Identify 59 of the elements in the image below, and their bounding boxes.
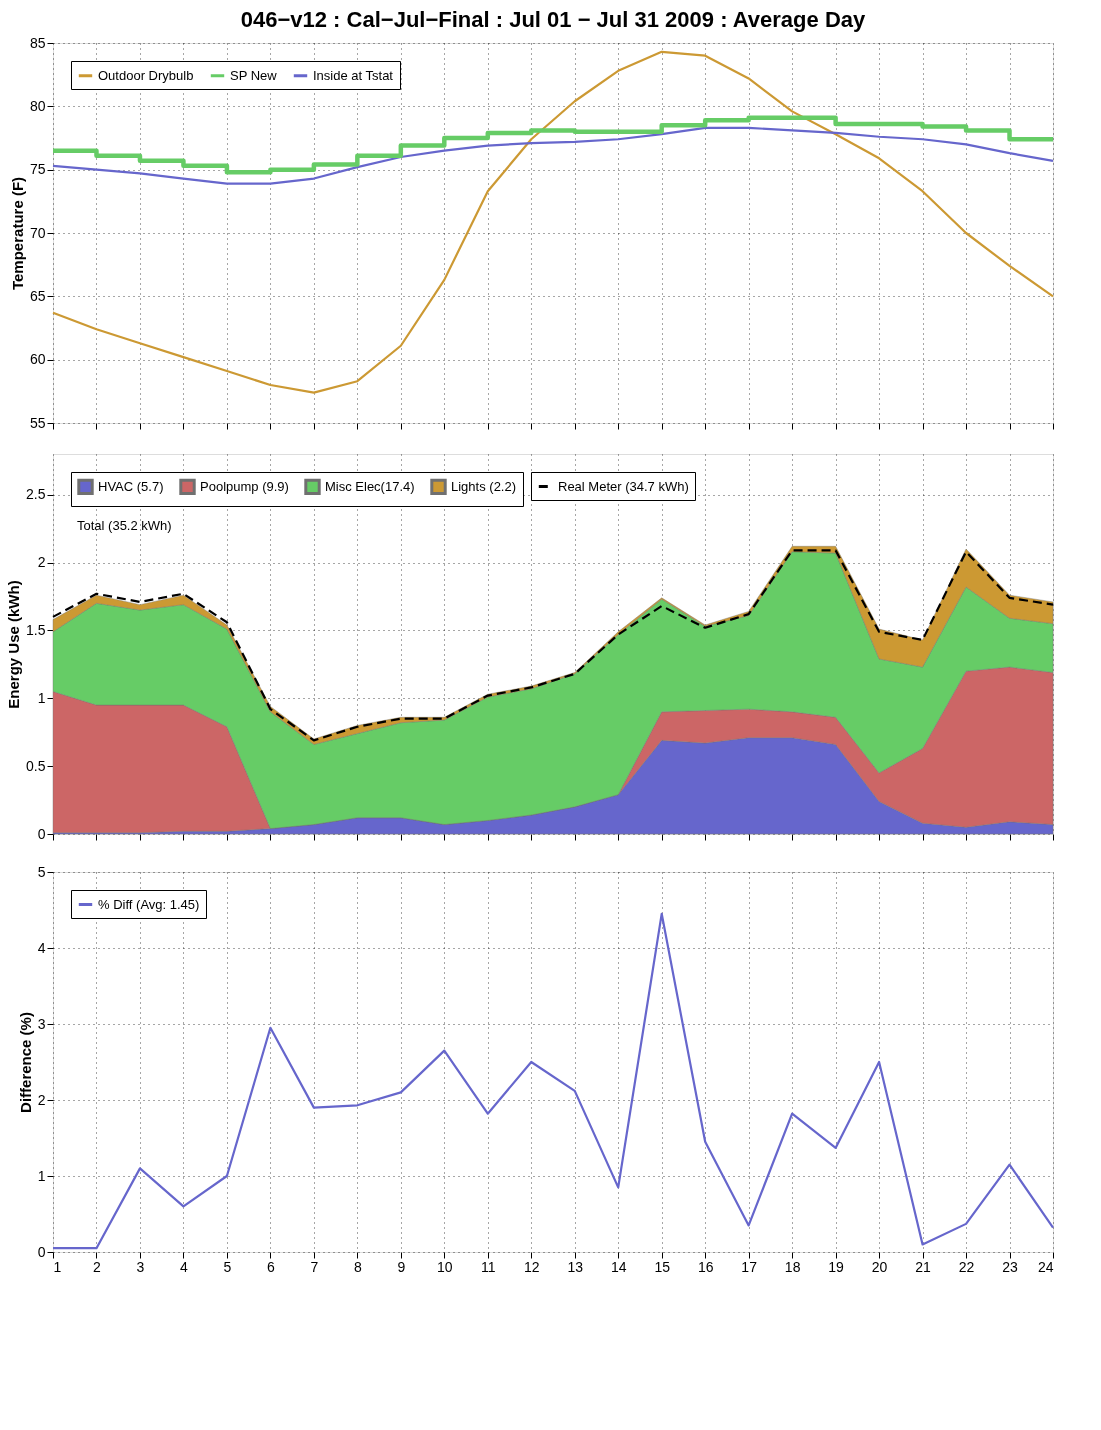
line-series [51,126,1055,185]
x-tick-label: 19 [828,1258,845,1275]
x-tick-label: 6 [266,1258,275,1275]
legend-label: Lights (2.2) [451,478,517,494]
x-tick-label: 4 [180,1258,189,1275]
x-tick-label: 20 [871,1258,888,1275]
x-tick-label: 5 [223,1258,232,1275]
x-tick-label: 15 [654,1258,671,1275]
y-tick-label: 60 [29,351,46,368]
chart-title: 046−v12 : Cal−Jul−Final : Jul 01 − Jul 31 2009 : Average Day [240,7,867,32]
legend-label: Poolpump (9.9) [200,478,289,494]
x-tick-label: 1 [53,1258,62,1275]
x-tick-label: 17 [741,1258,758,1275]
x-tick-label: 24 [1037,1258,1054,1275]
legend-label: Misc Elec(17.4) [325,478,415,494]
x-tick-label: 13 [567,1258,584,1275]
x-tick-label: 21 [915,1258,932,1275]
y-tick-label: 1.5 [26,621,46,638]
legend-label: Outdoor Drybulb [98,67,194,83]
y-tick-label: 4 [37,939,46,956]
y-tick-label: 1 [37,1167,46,1184]
y-tick-label: 2 [37,554,46,571]
x-tick-label: 8 [353,1258,362,1275]
x-tick-label: 7 [310,1258,319,1275]
y-tick-label: 3 [37,1015,46,1032]
line-series [51,50,1055,394]
x-tick-label: 2 [93,1258,102,1275]
y-tick-label: 0 [37,825,46,842]
x-tick-label: 23 [1002,1258,1019,1275]
y-tick-label: 85 [29,34,46,51]
y-axis-title: Temperature (F) [8,176,26,291]
y-tick-label: 75 [29,161,46,178]
x-tick-label: 10 [437,1258,453,1275]
y-tick-label: 65 [29,287,46,304]
y-tick-label: 80 [29,97,46,114]
y-tick-label: 70 [29,224,46,241]
x-tick-label: 3 [136,1258,145,1275]
legend-label: Real Meter (34.7 kWh) [558,478,689,494]
x-tick-label: 22 [958,1258,975,1275]
y-tick-label: 5 [37,863,46,880]
legend-label: % Diff (Avg: 1.45) [98,896,200,912]
x-tick-label: 16 [697,1258,714,1275]
x-tick-label: 14 [610,1258,627,1275]
y-tick-label: 2.5 [26,486,46,503]
y-axis-title: Energy Use (kWh) [5,580,23,709]
y-tick-label: 1 [37,689,46,706]
annotation: Total (35.2 kWh) [77,518,172,533]
y-tick-label: 55 [29,414,46,431]
x-tick-label: 9 [397,1258,406,1275]
x-tick-label: 11 [481,1258,496,1275]
legend-label: Inside at Tstat [313,67,394,83]
y-axis-title: Difference (%) [16,1012,34,1113]
x-tick-label: 12 [523,1258,540,1275]
legend-label: HVAC (5.7) [98,478,164,494]
y-tick-label: 0.5 [26,757,46,774]
y-tick-label: 2 [37,1091,46,1108]
x-tick-label: 18 [784,1258,801,1275]
legend-label: SP New [230,67,278,83]
y-tick-label: 0 [37,1243,46,1260]
